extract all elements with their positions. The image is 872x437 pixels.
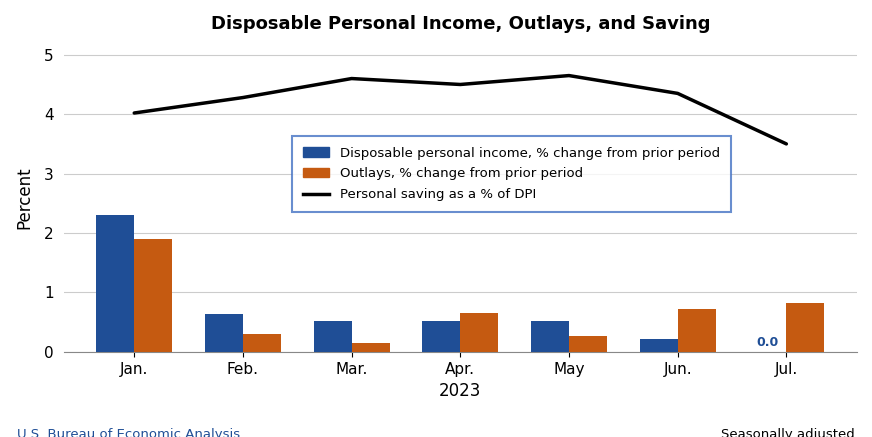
Text: U.S. Bureau of Economic Analysis: U.S. Bureau of Economic Analysis (17, 428, 241, 437)
Bar (96, 215, 134, 352)
Text: 0.0: 0.0 (756, 336, 779, 349)
Bar (422, 321, 460, 352)
Y-axis label: Percent: Percent (15, 166, 33, 229)
Bar (205, 315, 243, 352)
Bar (351, 343, 390, 352)
X-axis label: 2023: 2023 (439, 382, 481, 400)
Bar (678, 309, 716, 352)
Bar (787, 303, 824, 352)
Bar (134, 239, 173, 352)
Bar (314, 321, 351, 352)
Bar (569, 336, 607, 352)
Bar (531, 321, 569, 352)
Bar (460, 313, 498, 352)
Text: Seasonally adjusted: Seasonally adjusted (721, 428, 855, 437)
Bar (243, 334, 281, 352)
Legend: Disposable personal income, % change from prior period, Outlays, % change from p: Disposable personal income, % change fro… (292, 136, 731, 212)
Bar (640, 340, 678, 352)
Title: Disposable Personal Income, Outlays, and Saving: Disposable Personal Income, Outlays, and… (210, 15, 710, 33)
